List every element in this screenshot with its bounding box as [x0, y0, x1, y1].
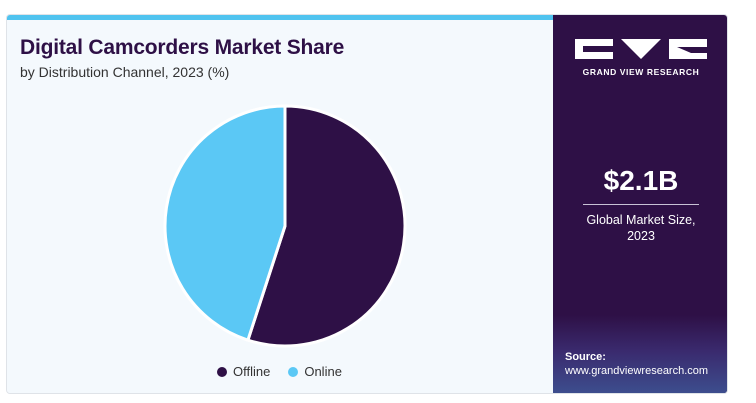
market-size-label: Global Market Size, 2023: [586, 213, 696, 243]
legend-swatch-online: [288, 366, 299, 377]
legend-label-online: Online: [304, 364, 342, 379]
accent-bar: [7, 15, 553, 20]
source-label: Source:: [565, 351, 606, 363]
source-url[interactable]: www.grandviewresearch.com: [565, 365, 709, 377]
chart-title: Digital Camcorders Market Share: [20, 36, 345, 59]
brand-name: GRAND VIEW RESEARCH: [582, 67, 700, 77]
legend-item-offline: Offline: [217, 364, 270, 379]
legend-swatch-offline: [217, 366, 227, 377]
info-sidebar: GRAND VIEW RESEARCH $2.1B Global Market …: [553, 15, 727, 393]
chart-card: Digital Camcorders Market Share by Distr…: [6, 14, 728, 394]
legend-item-online: Online: [288, 364, 342, 379]
chart-area: Digital Camcorders Market Share by Distr…: [7, 20, 553, 393]
pie-chart: [163, 104, 407, 348]
legend: Offline Online: [217, 364, 360, 379]
divider: [583, 204, 699, 205]
pie-slice-online: [163, 104, 287, 343]
sidebar-gradient: [553, 315, 727, 393]
legend-label-offline: Offline: [233, 364, 271, 379]
market-size-value: $2.1B: [603, 165, 679, 196]
chart-subtitle: by Distribution Channel, 2023 (%): [20, 64, 230, 80]
grand-view-research-logo-icon: [575, 39, 707, 59]
pie-slice-offline: [246, 104, 407, 348]
